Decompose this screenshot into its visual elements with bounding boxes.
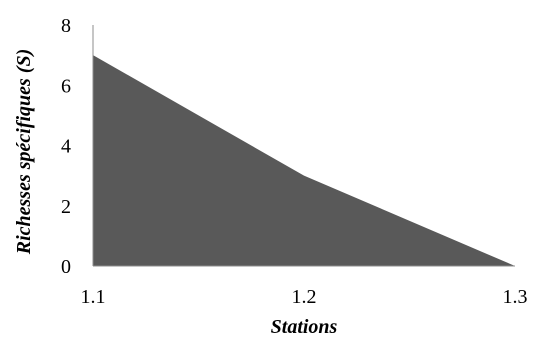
y-axis-ticks: 0 2 4 6 8: [61, 15, 71, 278]
x-axis-ticks: 1.1 1.2 1.3: [81, 286, 528, 308]
y-tick-label: 6: [61, 75, 71, 97]
y-tick-label: 8: [61, 15, 71, 37]
plot-area: [93, 55, 515, 266]
x-axis-title: Stations: [271, 316, 338, 338]
y-tick-label: 4: [61, 136, 71, 158]
y-tick-label: 0: [61, 256, 71, 278]
x-tick-label: 1.2: [292, 286, 317, 308]
x-tick-label: 1.1: [81, 286, 106, 308]
y-axis-title: Richesses spécifiques (S): [13, 49, 35, 256]
x-tick-label: 1.3: [503, 286, 528, 308]
area-series-0: [93, 55, 515, 266]
y-tick-label: 2: [61, 196, 71, 218]
